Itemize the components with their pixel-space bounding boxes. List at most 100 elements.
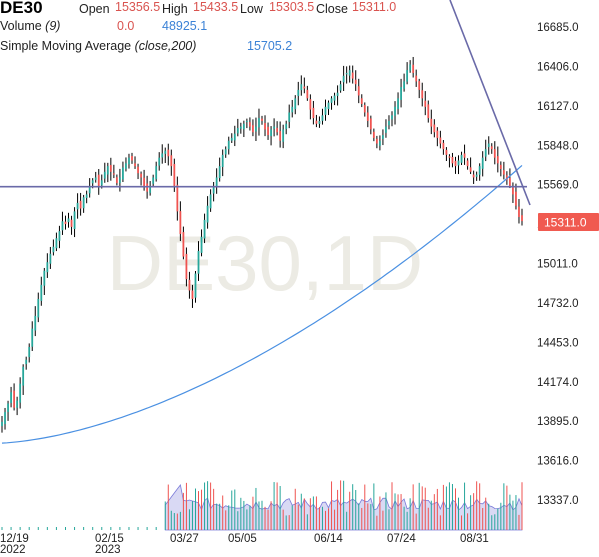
candle-body <box>412 64 415 73</box>
candle-body <box>227 140 230 150</box>
candle-body <box>109 165 112 172</box>
trend-line[interactable] <box>449 0 531 206</box>
close-value: 15311.0 <box>352 0 397 14</box>
candle-body <box>463 153 466 158</box>
candle-body <box>502 170 505 175</box>
candle-body <box>306 89 309 99</box>
candle-body <box>330 98 333 103</box>
candle-body <box>125 163 127 169</box>
candle-body <box>221 154 224 168</box>
candle-body <box>158 157 161 166</box>
candle-body <box>31 328 34 347</box>
candle-body <box>472 174 475 178</box>
candle-body <box>164 150 167 154</box>
x-tick-label: 08/31 <box>460 533 489 545</box>
candle-body <box>64 221 67 225</box>
candle-body <box>451 156 454 164</box>
candle-body <box>512 186 514 195</box>
y-tick-label: 16685.0 <box>537 22 579 34</box>
candle-body <box>466 160 469 167</box>
candle-body <box>131 156 133 161</box>
open-label: Open <box>79 2 110 16</box>
candle-body <box>88 185 91 194</box>
candle-body <box>194 273 197 298</box>
candle-body <box>397 98 399 110</box>
candle-body <box>224 149 227 155</box>
candle-body <box>249 122 251 127</box>
candle-body <box>300 84 303 91</box>
candle-body <box>22 366 25 386</box>
candle-body <box>82 197 85 209</box>
candle-body <box>167 149 170 157</box>
candle-body <box>400 87 402 100</box>
candle-body <box>34 315 37 331</box>
y-tick-label: 14174.0 <box>537 377 579 389</box>
candle-body <box>143 177 145 186</box>
watermark: DE30,1D <box>107 219 424 307</box>
candle-body <box>85 194 88 199</box>
candle-body <box>137 166 139 174</box>
sma-label: Simple Moving Average (close,200) <box>0 39 197 53</box>
candle-body <box>100 180 103 186</box>
candle-body <box>182 232 185 257</box>
y-tick-label: 15569.0 <box>537 180 579 192</box>
candle-body <box>40 284 43 301</box>
candle-body <box>161 153 164 158</box>
low-value: 15303.5 <box>269 0 315 14</box>
candle-body <box>218 166 221 179</box>
candle-body <box>203 219 206 239</box>
candle-body <box>49 253 52 264</box>
candle-body <box>188 279 191 291</box>
candle-body <box>46 262 49 273</box>
candle-body <box>179 211 182 234</box>
candle-body <box>58 231 61 241</box>
candle-body <box>285 123 288 130</box>
candle-body <box>363 104 366 113</box>
candle-body <box>97 174 100 186</box>
candle-body <box>403 81 405 89</box>
candle-body <box>264 123 266 130</box>
candle-body <box>348 70 351 76</box>
candle-body <box>521 215 523 222</box>
candle-body <box>515 191 517 206</box>
close-label: Close <box>316 2 348 16</box>
candle-body <box>312 107 315 119</box>
candle-body <box>303 86 306 89</box>
candle-body <box>487 143 490 148</box>
candle-body <box>321 115 324 121</box>
candle-body <box>103 171 106 179</box>
y-axis: 16685.016406.016127.015848.015569.015290… <box>537 22 579 507</box>
candle-body <box>409 64 412 71</box>
candle-body <box>496 156 499 164</box>
candle-body <box>43 270 46 286</box>
candle-body <box>122 167 124 180</box>
candle-body <box>4 411 6 425</box>
candle-body <box>140 173 142 178</box>
candle-body <box>388 120 390 126</box>
candle-body <box>267 126 269 136</box>
volume-value: 48925.1 <box>162 19 208 33</box>
last-price-text: 15311.0 <box>544 216 587 230</box>
y-tick-label: 15848.0 <box>537 140 579 152</box>
candlestick-series <box>1 56 523 433</box>
high-label: High <box>162 2 188 16</box>
candle-body <box>475 174 478 177</box>
candle-body <box>13 390 15 408</box>
candle-body <box>255 126 257 132</box>
candle-body <box>173 163 176 186</box>
candle-body <box>10 392 12 404</box>
candle-body <box>294 98 297 110</box>
candle-body <box>149 185 152 193</box>
candle-body <box>478 166 481 175</box>
candle-body <box>233 133 236 141</box>
candle-body <box>258 118 260 128</box>
candle-body <box>318 120 321 124</box>
symbol-title: DE30 <box>0 0 43 17</box>
candle-body <box>236 128 239 134</box>
candle-body <box>391 115 393 120</box>
x-tick-label: 07/24 <box>387 533 416 545</box>
candle-body <box>239 126 242 129</box>
candle-body <box>282 129 285 142</box>
candle-body <box>490 146 493 150</box>
